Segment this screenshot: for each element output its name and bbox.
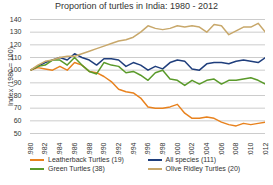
svg-text:1982: 1982 — [41, 142, 48, 155]
svg-text:1988: 1988 — [85, 142, 92, 155]
html-text:Leatherback Turtles (19): Leatherback Turtles (19) — [48, 156, 124, 163]
svg-text:2004: 2004 — [203, 142, 210, 155]
svg-text:1984: 1984 — [56, 142, 63, 155]
svg-text:1992: 1992 — [115, 142, 122, 155]
svg-text:2000: 2000 — [174, 142, 181, 155]
svg-text:1994: 1994 — [130, 142, 137, 155]
svg-text:130: 130 — [10, 28, 22, 35]
svg-text:2002: 2002 — [188, 142, 195, 155]
svg-text:80: 80 — [14, 92, 22, 99]
svg-text:2006: 2006 — [218, 142, 225, 155]
svg-text:2012: 2012 — [262, 142, 269, 155]
svg-text:140: 140 — [10, 16, 22, 23]
html-text:Green Turtles (38): Green Turtles (38) — [48, 165, 105, 172]
svg-text:110: 110 — [10, 53, 22, 61]
html-text:All species (111): All species (111) — [165, 156, 217, 163]
svg-text:1998: 1998 — [159, 142, 166, 155]
svg-text:100: 100 — [9, 66, 22, 74]
svg-text:1986: 1986 — [71, 142, 78, 155]
html-text:Proportion of turtles in India: Proportion of turtles in India: 1980 - 2… — [54, 1, 218, 11]
svg-text:2010: 2010 — [247, 142, 254, 155]
svg-text:90: 90 — [14, 79, 22, 86]
html-text:Olive Ridley Turtles (20): Olive Ridley Turtles (20) — [165, 165, 241, 172]
svg-text:120: 120 — [9, 41, 22, 49]
svg-text:60: 60 — [14, 117, 22, 124]
svg-text:1996: 1996 — [144, 142, 151, 155]
svg-text:1990: 1990 — [100, 142, 107, 155]
svg-text:1980: 1980 — [27, 142, 34, 155]
svg-text:2008: 2008 — [232, 142, 239, 155]
svg-text:70: 70 — [14, 104, 22, 111]
svg-text:Index (1980 = 100): Index (1980 = 100) — [7, 47, 15, 106]
svg-text:50: 50 — [14, 130, 22, 137]
